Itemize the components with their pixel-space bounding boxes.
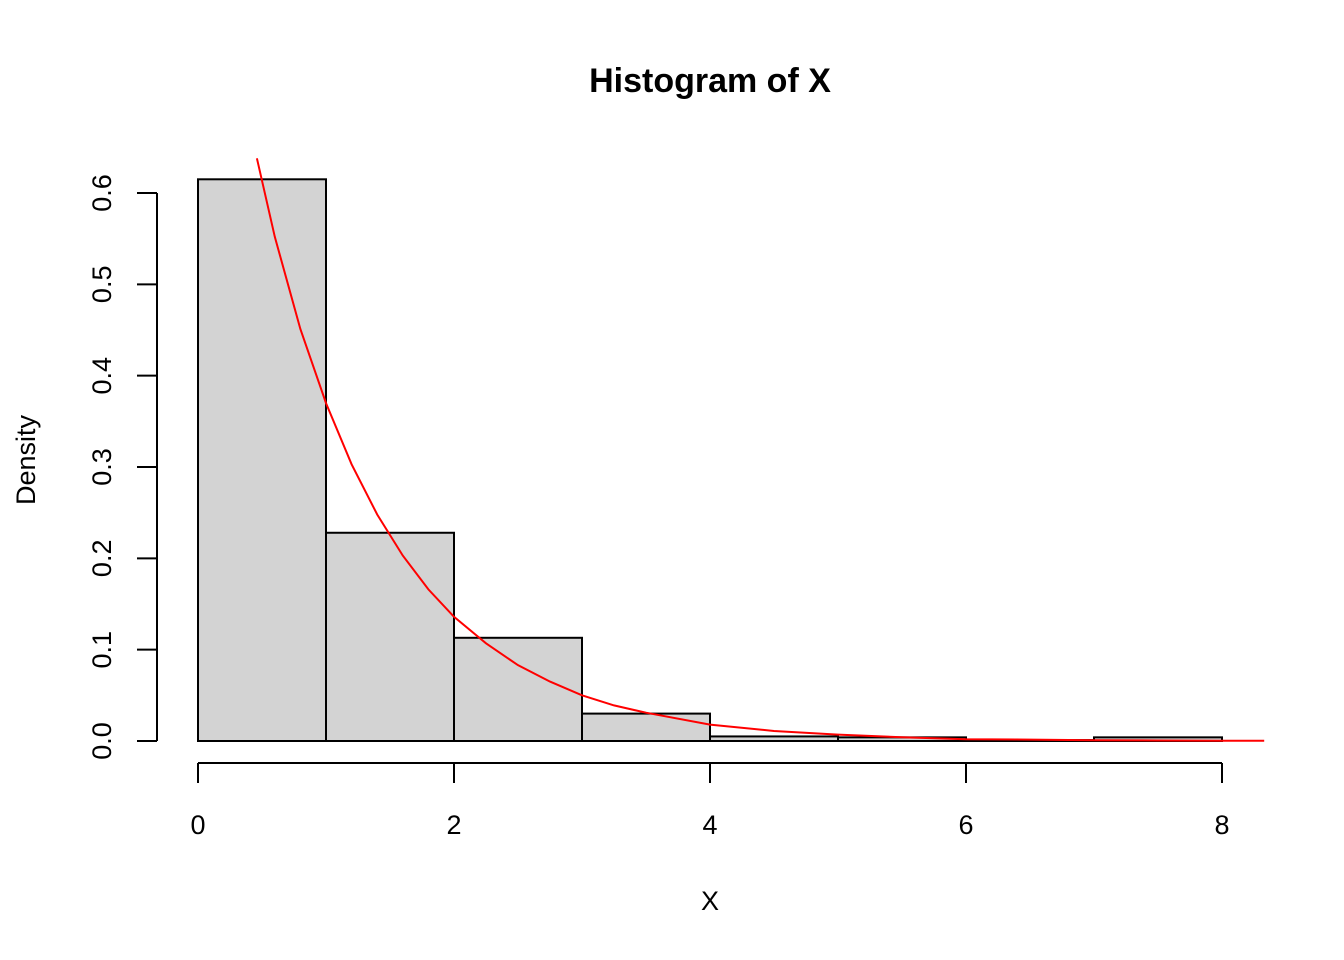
y-tick-label-1: 0.1: [87, 631, 117, 669]
histogram-bar-2: [453, 636, 583, 742]
histogram-bar-3: [581, 712, 711, 742]
histogram-bar-0: [197, 178, 327, 743]
y-tick-label-0: 0.0: [87, 722, 117, 760]
histogram-bar-1: [325, 531, 455, 743]
x-axis-label: X: [701, 886, 719, 916]
x-tick-label-0: 0: [190, 810, 205, 840]
x-tick-label-4: 8: [1214, 810, 1229, 840]
y-tick-label-6: 0.6: [87, 174, 117, 212]
curve-layer: [255, 158, 1265, 742]
y-tick-label-2: 0.2: [87, 540, 117, 578]
y-axis-label: Density: [11, 414, 41, 505]
bars-layer: [197, 178, 1223, 743]
x-tick-label-1: 2: [446, 810, 461, 840]
y-tick-label-3: 0.3: [87, 448, 117, 486]
density-curve-line: [255, 158, 1265, 742]
y-tick-label-4: 0.4: [87, 357, 117, 395]
x-axis: 0 2 4 6 8: [190, 762, 1230, 840]
y-tick-label-5: 0.5: [87, 266, 117, 304]
chart-title: Histogram of X: [589, 62, 831, 100]
y-axis: 0.0 0.1 0.2 0.3 0.4 0.5 0.6: [87, 174, 158, 760]
x-tick-label-2: 4: [702, 810, 717, 840]
x-tick-label-3: 6: [958, 810, 973, 840]
histogram-bar-4: [709, 735, 839, 743]
